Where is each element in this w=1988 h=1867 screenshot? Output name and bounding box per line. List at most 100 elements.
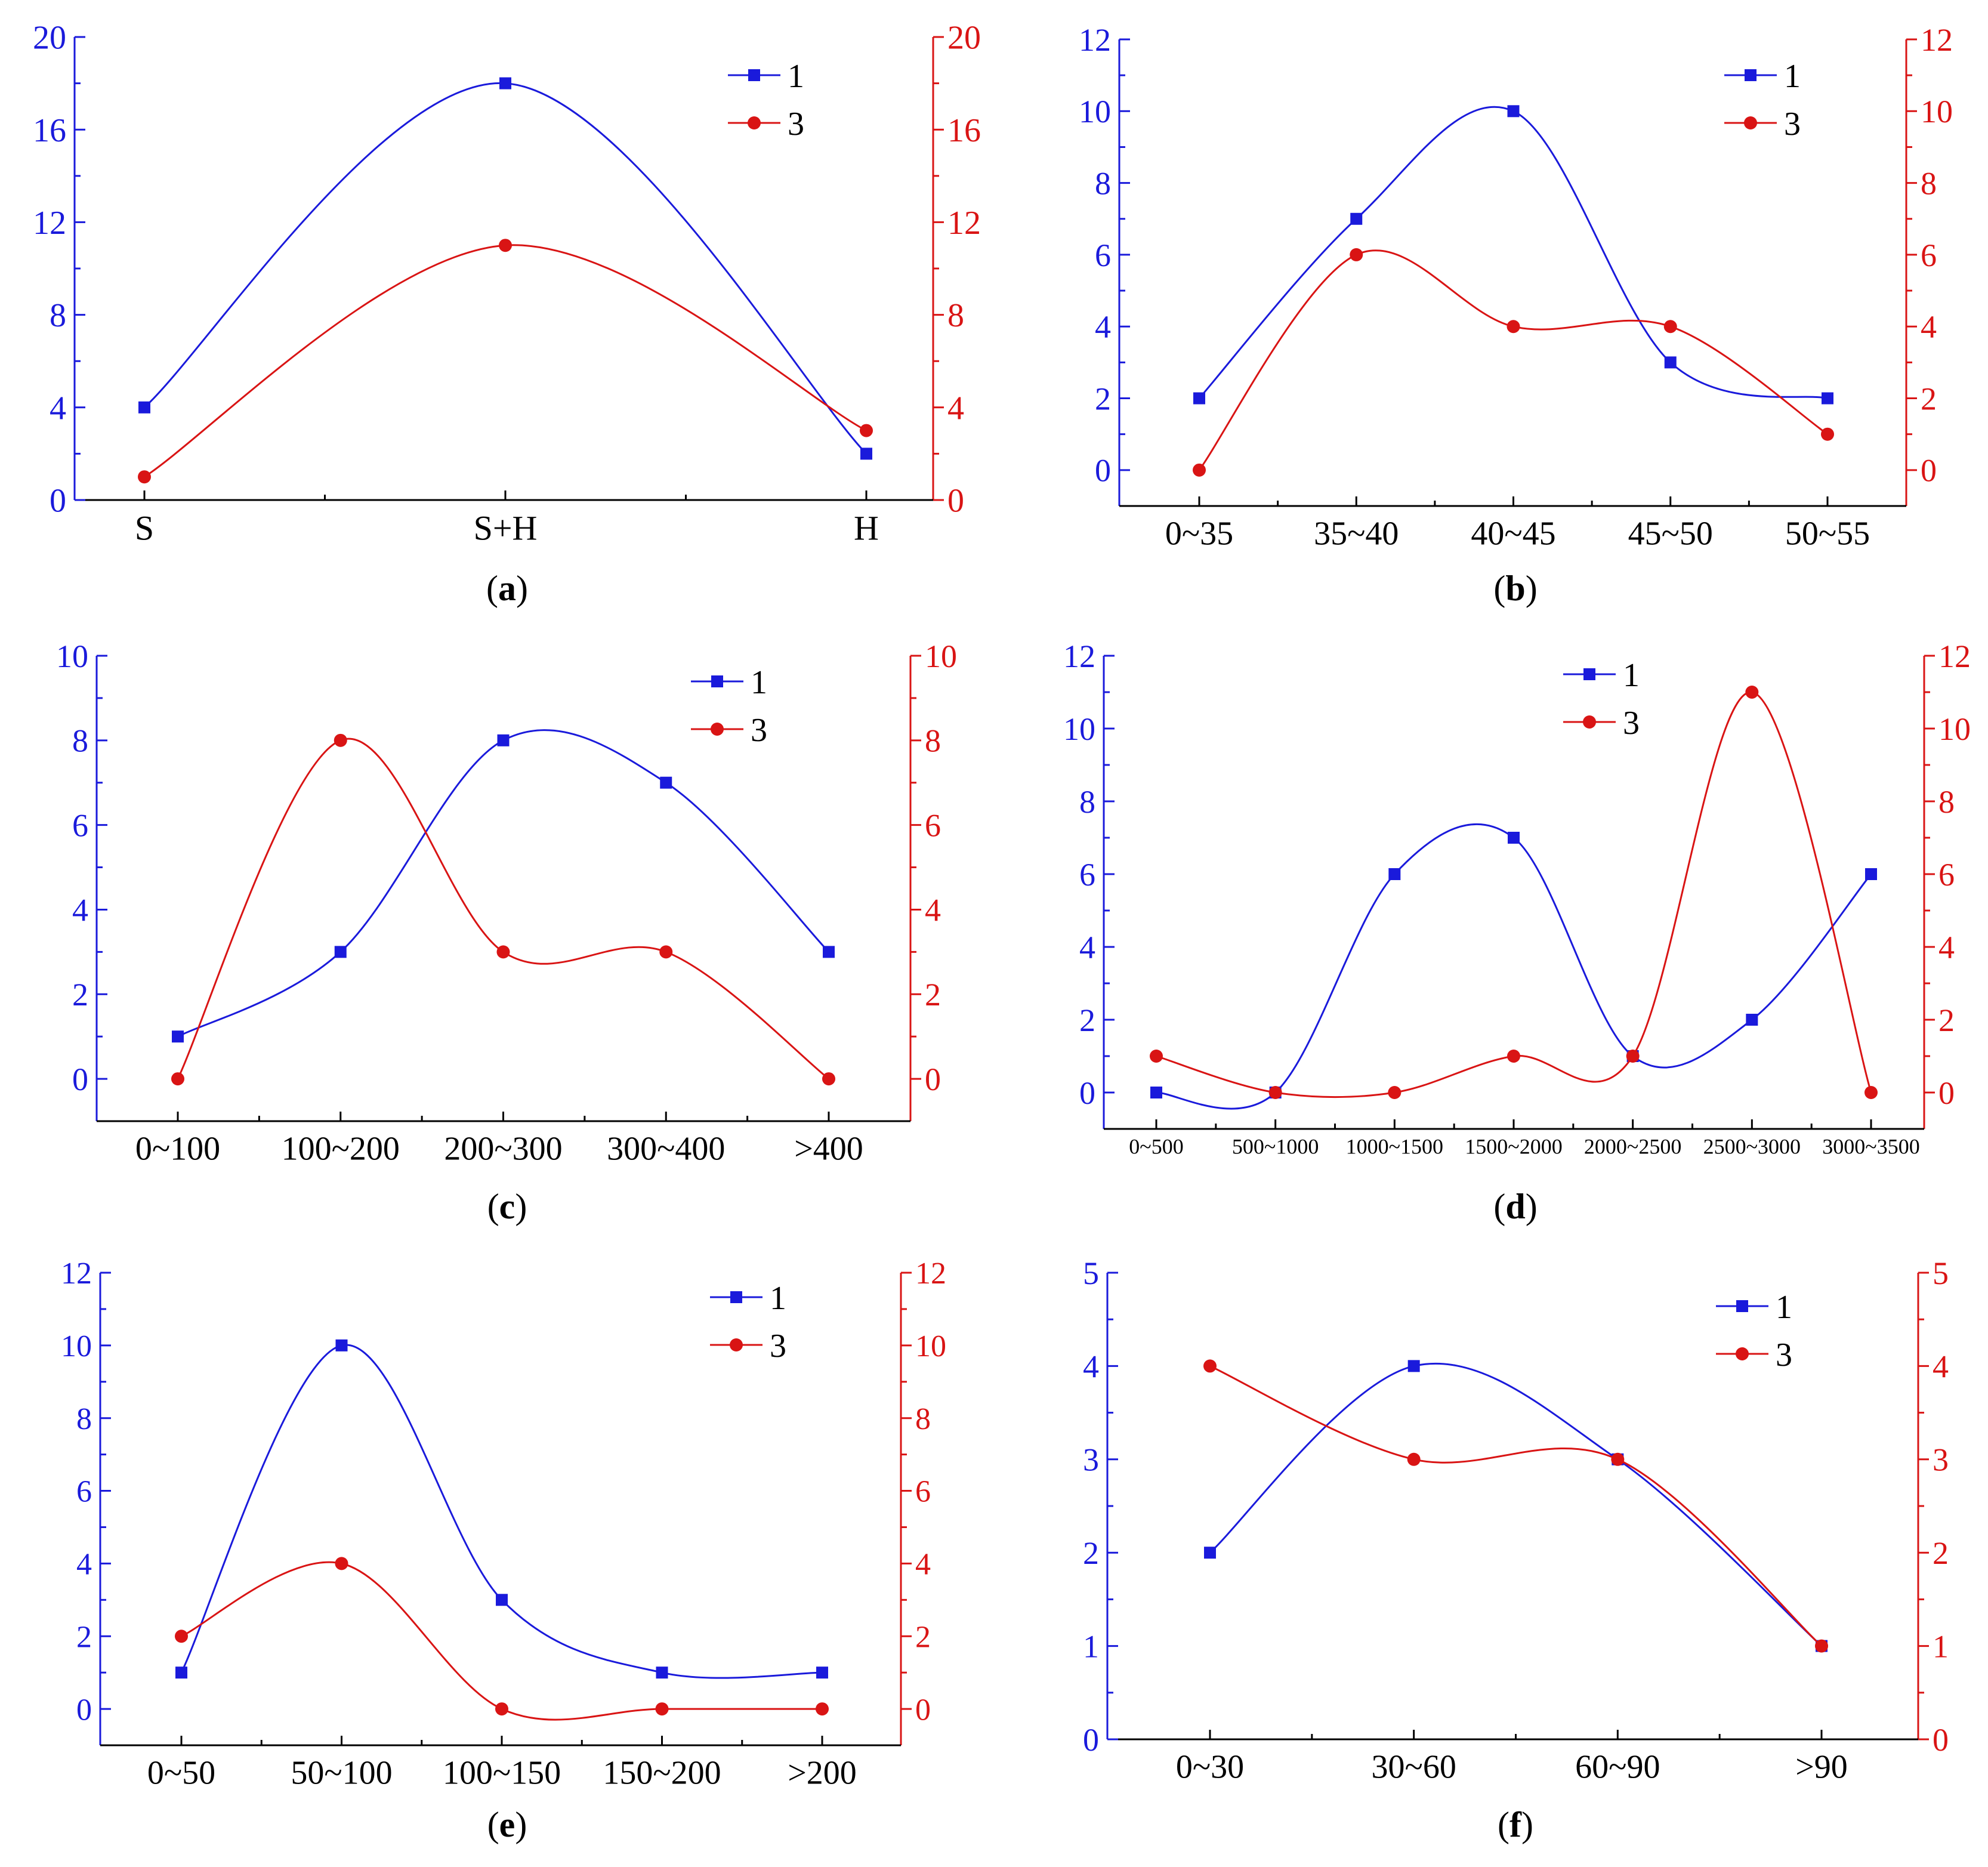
series-3-point xyxy=(1507,320,1520,334)
right-y-tick-label: 3 xyxy=(1933,1442,1949,1478)
series-3-point xyxy=(495,1702,508,1716)
x-tick-label: 300~400 xyxy=(607,1130,725,1167)
left-y-tick-label: 8 xyxy=(1079,784,1095,820)
series-3-point xyxy=(1626,1050,1640,1063)
series-3-point xyxy=(1507,1050,1520,1063)
panel-label-letter: c xyxy=(499,1187,515,1226)
x-tick-label: 200~300 xyxy=(444,1130,562,1167)
left-y-tick-label: 10 xyxy=(1079,94,1111,129)
series-3-point xyxy=(816,1702,829,1716)
x-tick-label: 150~200 xyxy=(603,1754,721,1791)
right-y-tick-label: 4 xyxy=(1933,1348,1949,1384)
series-3-line xyxy=(1198,249,1828,471)
legend-series-3-marker xyxy=(748,116,761,129)
series-3-point xyxy=(175,1630,188,1643)
x-tick-label: 1500~2000 xyxy=(1465,1134,1562,1158)
left-y-tick-label: 8 xyxy=(50,297,66,334)
series-1-point xyxy=(1865,868,1877,880)
panel-label-c: (c) xyxy=(487,1187,527,1226)
legend-series-1-marker xyxy=(1736,1300,1748,1312)
legend-series-1-label: 1 xyxy=(1623,657,1640,694)
left-y-tick-label: 0 xyxy=(1095,453,1111,489)
series-3-point xyxy=(335,1557,348,1570)
legend-series-1-marker xyxy=(748,69,760,81)
x-tick-label: 0~100 xyxy=(135,1130,220,1167)
right-y-tick-label: 0 xyxy=(947,483,964,520)
right-y-tick-label: 8 xyxy=(947,297,964,334)
panel-label-letter: b xyxy=(1505,569,1525,608)
series-1-point xyxy=(499,77,511,90)
left-y-tick-label: 8 xyxy=(72,723,88,759)
x-tick-label: 2500~3000 xyxy=(1703,1134,1801,1158)
right-y-tick-label: 12 xyxy=(1938,638,1971,674)
left-y-tick-label: 2 xyxy=(1095,381,1111,416)
series-3-line xyxy=(1156,691,1872,1098)
left-y-tick-label: 16 xyxy=(33,112,66,149)
x-tick-label: 1000~1500 xyxy=(1346,1134,1443,1158)
left-y-tick-label: 8 xyxy=(1095,166,1111,202)
chart-panel-a: 0 4 8 12 16 20 0 4 8 12 16 20 S S+H H 1 3 (a) xyxy=(33,20,981,608)
x-tick-label: 60~90 xyxy=(1575,1748,1660,1785)
panel-label-b: (b) xyxy=(1493,569,1537,608)
right-y-tick-label: 6 xyxy=(915,1475,931,1509)
legend-series-3-label: 3 xyxy=(1776,1337,1792,1374)
right-y-tick-label: 0 xyxy=(915,1693,931,1727)
panel-label-f: (f) xyxy=(1498,1805,1533,1844)
left-y-tick-label: 1 xyxy=(1083,1629,1099,1665)
left-y-tick-label: 12 xyxy=(1079,22,1111,58)
x-tick-label: 2000~2500 xyxy=(1584,1134,1681,1158)
legend-series-1-label: 1 xyxy=(1784,58,1801,95)
right-y-tick-label: 12 xyxy=(947,205,981,242)
right-y-tick-label: 4 xyxy=(925,892,941,928)
right-y-tick-label: 12 xyxy=(915,1257,946,1291)
panel-label-letter: a xyxy=(498,569,516,608)
legend-series-3-label: 3 xyxy=(1784,106,1801,143)
legend-series-3-marker xyxy=(1583,715,1596,729)
series-3-point xyxy=(171,1072,184,1086)
legend-series-3-label: 3 xyxy=(788,106,804,143)
series-1-point xyxy=(175,1667,187,1679)
legend-series-1-marker xyxy=(730,1291,742,1303)
right-y-tick-label: 8 xyxy=(1938,784,1955,820)
right-y-tick-label: 8 xyxy=(1921,166,1937,202)
left-y-tick-label: 8 xyxy=(76,1402,92,1436)
x-tick-label: >200 xyxy=(788,1754,857,1791)
x-tick-label: 50~100 xyxy=(291,1754,392,1791)
left-y-tick-label: 10 xyxy=(1063,711,1095,747)
legend-series-1-label: 1 xyxy=(770,1280,786,1317)
series-1-point xyxy=(823,946,835,958)
right-y-tick-label: 6 xyxy=(925,808,941,844)
series-1-point xyxy=(1407,1360,1420,1372)
x-tick-label: 3000~3500 xyxy=(1822,1134,1919,1158)
series-1-line xyxy=(143,82,868,455)
panel-label-letter: d xyxy=(1505,1187,1525,1226)
left-y-tick-label: 12 xyxy=(1063,638,1095,674)
right-y-tick-label: 4 xyxy=(1921,309,1937,345)
right-y-tick-label: 2 xyxy=(1933,1535,1949,1571)
right-y-tick-label: 4 xyxy=(915,1548,931,1582)
left-y-tick-label: 4 xyxy=(1083,1348,1099,1384)
right-y-tick-label: 2 xyxy=(925,977,941,1013)
left-y-tick-label: 4 xyxy=(72,892,88,928)
series-3-point xyxy=(1611,1452,1625,1466)
series-3-line xyxy=(177,737,829,1080)
series-1-point xyxy=(497,734,510,746)
series-1-point xyxy=(1204,1547,1216,1559)
left-y-tick-label: 0 xyxy=(76,1693,92,1727)
x-tick-label: 500~1000 xyxy=(1232,1134,1319,1158)
series-3-point xyxy=(659,945,673,959)
left-y-tick-label: 4 xyxy=(76,1548,92,1582)
series-1-point xyxy=(1150,1087,1162,1098)
series-1-point xyxy=(335,1339,348,1351)
legend-series-3-marker xyxy=(711,723,724,736)
chart-panel-b: 0 2 4 6 8 10 12 0 2 4 6 8 10 12 0~35 35~40 40~45 45~50 50~… xyxy=(1079,22,1953,608)
series-3-point xyxy=(1663,320,1677,334)
series-1-point xyxy=(138,401,150,413)
legend-series-1-label: 1 xyxy=(1776,1289,1792,1326)
right-y-tick-label: 10 xyxy=(1921,94,1953,129)
series-1-line xyxy=(177,729,830,1038)
series-3-point xyxy=(496,945,510,959)
series-1-point xyxy=(1507,105,1520,118)
panel-label-d: (d) xyxy=(1493,1187,1537,1226)
